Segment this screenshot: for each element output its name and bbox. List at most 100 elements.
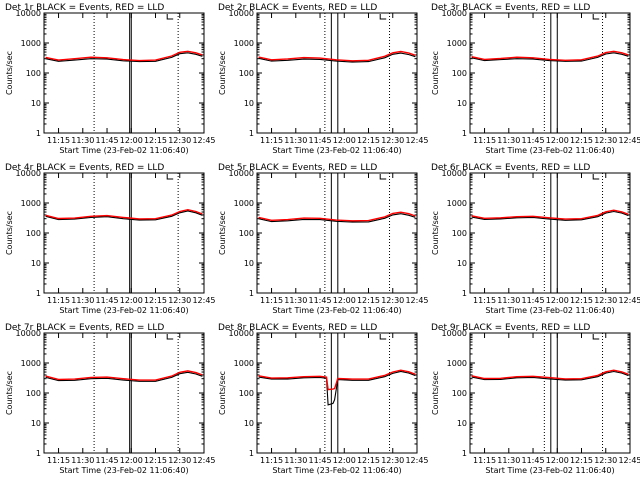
x-tick-label: 12:15	[144, 136, 167, 145]
x-tick-label: 11:15	[47, 136, 70, 145]
x-tick-label: 12:45	[405, 136, 428, 145]
bracket-marker	[592, 334, 600, 340]
y-axis-label: Counts/sec	[218, 51, 227, 95]
plot-frame	[256, 12, 418, 134]
x-tick-label: 11:45	[95, 136, 118, 145]
x-axis-label: Start Time (23-Feb-02 11:06:40)	[485, 306, 614, 315]
x-tick-label: 11:15	[47, 296, 70, 305]
y-tick-label: 10	[244, 259, 254, 268]
y-tick-label: 100	[452, 69, 467, 78]
x-tick-label: 12:45	[618, 456, 640, 465]
x-tick-label: 12:30	[381, 296, 404, 305]
plot-frame	[43, 172, 205, 294]
series-line-events	[258, 370, 416, 406]
chart-panel-3: Det 3r BLACK = Events, RED = LLD 1 10 100 10…	[431, 3, 640, 155]
y-axis-label: Counts/sec	[5, 371, 14, 415]
x-tick-label: 11:30	[284, 296, 307, 305]
chart-title: Det 5r BLACK = Events, RED = LLD	[218, 163, 377, 173]
x-tick-label: 11:45	[521, 456, 544, 465]
plot-frame	[256, 332, 418, 454]
y-tick-label: 1	[36, 289, 41, 298]
x-tick-label: 12:00	[333, 296, 356, 305]
chart-title: Det 2r BLACK = Events, RED = LLD	[218, 3, 377, 13]
chart-panel-8: Det 8r BLACK = Events, RED = LLD 1 10 100 10…	[218, 323, 429, 475]
y-tick-label: 100	[26, 229, 41, 238]
y-tick-label: 1000	[447, 39, 467, 48]
x-tick-label: 12:00	[120, 296, 143, 305]
x-axis-label: Start Time (23-Feb-02 11:06:40)	[59, 306, 188, 315]
y-tick-label: 10000	[16, 9, 41, 18]
y-tick-label: 1000	[447, 199, 467, 208]
chart-title: Det 3r BLACK = Events, RED = LLD	[431, 3, 590, 13]
y-axis-label: Counts/sec	[431, 211, 440, 255]
series-line-lld	[45, 208, 203, 220]
x-tick-label: 12:15	[570, 456, 593, 465]
x-axis-label: Start Time (23-Feb-02 11:06:40)	[272, 466, 401, 475]
x-tick-label: 12:45	[405, 296, 428, 305]
plot-frame	[43, 332, 205, 454]
x-tick-label: 11:30	[71, 456, 94, 465]
y-tick-label: 100	[452, 229, 467, 238]
chart-title: Det 7r BLACK = Events, RED = LLD	[5, 323, 164, 333]
y-tick-label: 10000	[229, 9, 254, 18]
series-line-lld	[45, 370, 203, 381]
x-tick-label: 12:00	[546, 296, 569, 305]
y-tick-label: 10	[457, 259, 467, 268]
x-tick-label: 12:30	[168, 296, 191, 305]
x-tick-label: 11:30	[284, 456, 307, 465]
x-axis-label: Start Time (23-Feb-02 11:06:40)	[485, 146, 614, 155]
chart-title: Det 6r BLACK = Events, RED = LLD	[431, 163, 590, 173]
x-tick-label: 11:15	[473, 456, 496, 465]
x-tick-label: 11:30	[71, 296, 94, 305]
x-tick-label: 11:15	[260, 296, 283, 305]
y-tick-label: 1000	[234, 39, 254, 48]
y-tick-label: 1	[462, 129, 467, 138]
x-tick-label: 12:45	[192, 456, 215, 465]
y-tick-label: 1	[462, 449, 467, 458]
series-line-lld	[258, 50, 416, 62]
x-tick-label: 11:45	[308, 456, 331, 465]
series-line-lld	[471, 369, 629, 380]
y-tick-label: 1	[249, 129, 254, 138]
x-tick-label: 12:15	[570, 136, 593, 145]
y-tick-label: 100	[239, 389, 254, 398]
chart-title: Det 4r BLACK = Events, RED = LLD	[5, 163, 164, 173]
series-line-lld	[471, 50, 629, 62]
y-tick-label: 10	[31, 419, 41, 428]
chart-panel-2: Det 2r BLACK = Events, RED = LLD 1 10 100 10…	[218, 3, 429, 155]
x-tick-label: 11:45	[308, 136, 331, 145]
y-tick-label: 10	[457, 419, 467, 428]
chart-title: Det 1r BLACK = Events, RED = LLD	[5, 3, 164, 13]
y-tick-label: 10	[457, 99, 467, 108]
y-tick-label: 100	[239, 69, 254, 78]
x-tick-label: 11:15	[260, 456, 283, 465]
series-line-events	[471, 52, 629, 62]
y-tick-label: 10000	[229, 169, 254, 178]
y-tick-label: 1	[462, 289, 467, 298]
y-tick-label: 10	[244, 419, 254, 428]
x-tick-label: 12:30	[168, 136, 191, 145]
x-tick-label: 12:15	[357, 296, 380, 305]
chart-panel-6: Det 6r BLACK = Events, RED = LLD 1 10 100 10…	[431, 163, 640, 315]
y-tick-label: 10	[31, 259, 41, 268]
x-tick-label: 12:45	[618, 296, 640, 305]
series-line-lld	[471, 209, 629, 220]
y-tick-label: 10000	[442, 329, 467, 338]
x-tick-label: 12:30	[168, 456, 191, 465]
bracket-marker	[592, 174, 600, 180]
x-tick-label: 11:30	[497, 456, 520, 465]
series-line-events	[471, 210, 629, 221]
plot-frame	[43, 12, 205, 134]
y-axis-label: Counts/sec	[431, 371, 440, 415]
x-tick-label: 12:15	[357, 456, 380, 465]
chart-panel-5: Det 5r BLACK = Events, RED = LLD 1 10 100 10…	[218, 163, 429, 315]
x-tick-label: 11:45	[95, 296, 118, 305]
x-tick-label: 12:15	[357, 136, 380, 145]
x-tick-label: 12:00	[120, 136, 143, 145]
y-tick-label: 10000	[16, 329, 41, 338]
y-tick-label: 1000	[447, 359, 467, 368]
bracket-marker	[379, 14, 387, 20]
series-line-lld	[258, 369, 416, 391]
x-tick-label: 12:30	[381, 136, 404, 145]
